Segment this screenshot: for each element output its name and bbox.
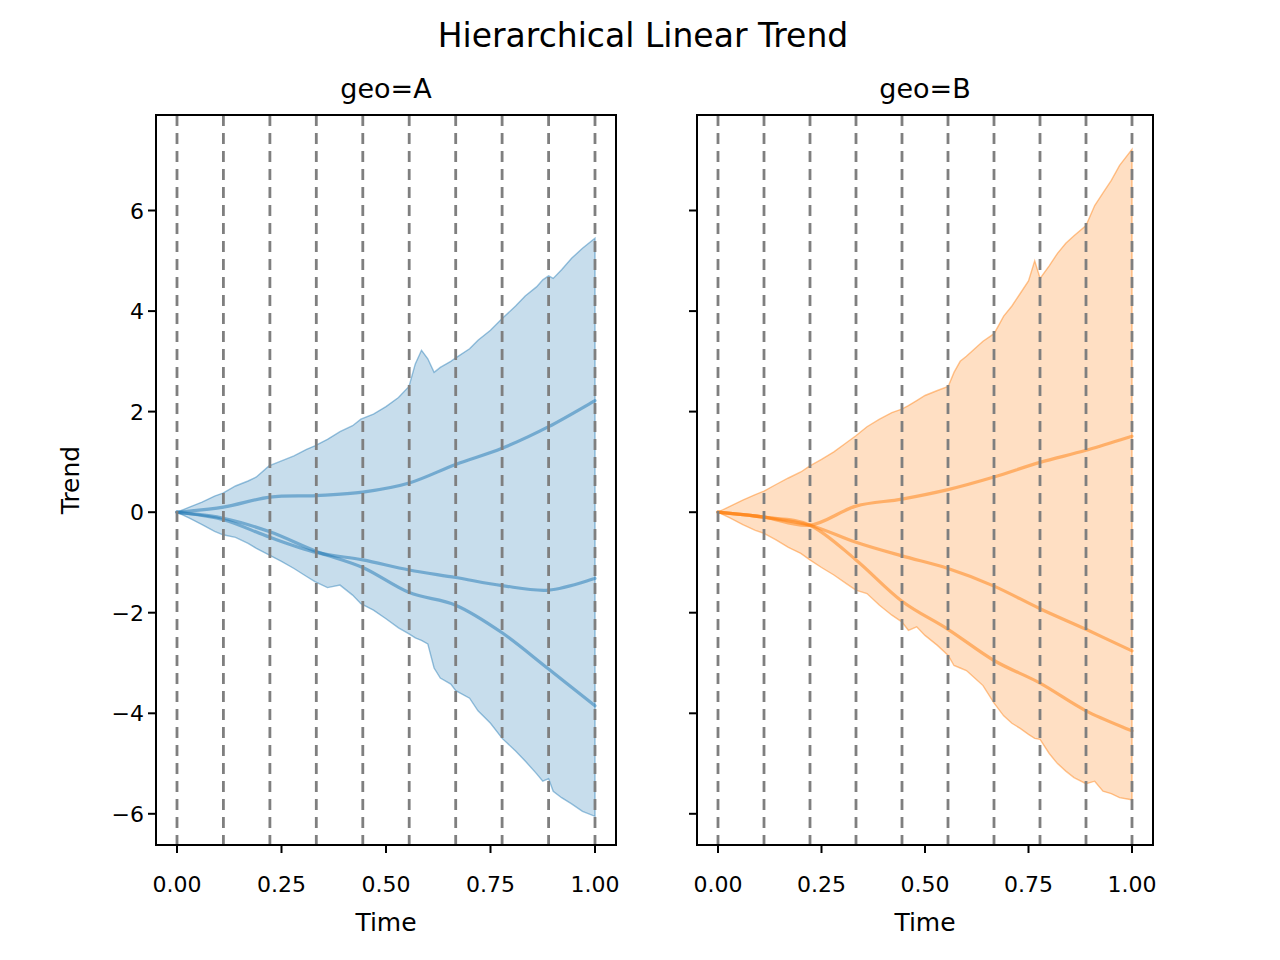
y-tick-label: 6 — [64, 198, 144, 223]
y-tick-label: −4 — [64, 701, 144, 726]
figure: Hierarchical Linear Trend geo=A geo=B Ti… — [0, 0, 1280, 960]
y-tick-label: 0 — [64, 500, 144, 525]
x-tick-label: 0.75 — [1004, 872, 1053, 897]
x-tick-label: 0.25 — [257, 872, 306, 897]
x-tick-label: 0.50 — [362, 872, 411, 897]
x-tick-label: 0.50 — [901, 872, 950, 897]
figure-title: Hierarchical Linear Trend — [438, 16, 849, 55]
x-tick-label: 1.00 — [571, 872, 620, 897]
y-tick-label: −6 — [64, 801, 144, 826]
facet-title-geo-a: geo=A — [340, 73, 431, 104]
x-tick-label: 0.00 — [153, 872, 202, 897]
x-tick-label: 0.25 — [797, 872, 846, 897]
y-tick-label: 2 — [64, 399, 144, 424]
x-axis-label-right: Time — [894, 908, 955, 937]
y-tick-label: 4 — [64, 299, 144, 324]
x-tick-label: 0.75 — [466, 872, 515, 897]
x-axis-label-left: Time — [355, 908, 416, 937]
y-tick-label: −2 — [64, 600, 144, 625]
x-tick-label: 0.00 — [694, 872, 743, 897]
facet-title-geo-b: geo=B — [879, 73, 970, 104]
x-tick-label: 1.00 — [1108, 872, 1157, 897]
figure-canvas — [0, 0, 1280, 960]
